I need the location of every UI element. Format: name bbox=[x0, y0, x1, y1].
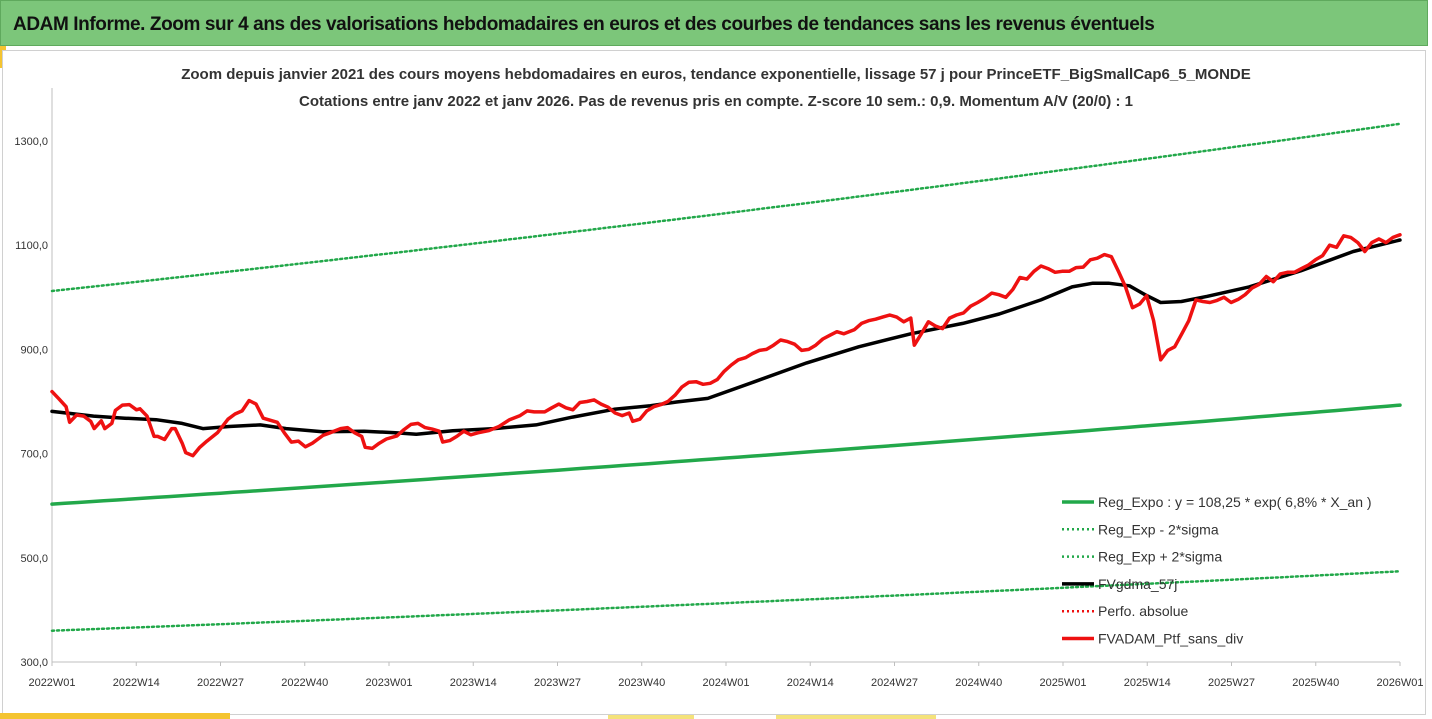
x-tick-label: 2022W01 bbox=[28, 677, 75, 689]
series-line-5 bbox=[50, 233, 1402, 458]
chart-title-line-2: Cotations entre janv 2022 et janv 2026. … bbox=[299, 93, 1133, 110]
x-tick-label: 2022W27 bbox=[197, 677, 244, 689]
x-tick-label: 2024W27 bbox=[871, 677, 918, 689]
accent-strip-bottom-2 bbox=[608, 715, 694, 719]
legend-label: Perfo. absolue bbox=[1098, 603, 1188, 619]
x-tick-label: 2025W01 bbox=[1039, 677, 1086, 689]
series-line-0 bbox=[50, 403, 1402, 506]
header-bar: ADAM Informe. Zoom sur 4 ans des valoris… bbox=[0, 0, 1428, 46]
x-tick-label: 2025W14 bbox=[1124, 677, 1171, 689]
y-tick-label: 1100,0 bbox=[15, 240, 48, 252]
x-tick-label: 2023W27 bbox=[534, 677, 581, 689]
page-title: ADAM Informe. Zoom sur 4 ans des valoris… bbox=[13, 14, 1155, 35]
series-line-3 bbox=[50, 238, 1402, 437]
x-tick-label: 2023W01 bbox=[365, 677, 412, 689]
legend-label: Reg_Expo : y = 108,25 * exp( 6,8% * X_an… bbox=[1098, 494, 1372, 510]
x-tick-label: 2023W40 bbox=[618, 677, 665, 689]
legend-label: FVgdma_57j bbox=[1098, 576, 1177, 592]
series-line-1 bbox=[50, 570, 1402, 632]
accent-strip-bottom-3 bbox=[776, 715, 936, 719]
legend-label: FVADAM_Ptf_sans_div bbox=[1098, 631, 1243, 647]
x-tick-label: 2024W14 bbox=[787, 677, 834, 689]
x-tick-label: 2024W01 bbox=[702, 677, 749, 689]
legend-label: Reg_Exp - 2*sigma bbox=[1098, 521, 1219, 537]
series-line-2 bbox=[50, 122, 1402, 293]
y-tick-label: 500,0 bbox=[20, 553, 48, 565]
x-tick-label: 2024W40 bbox=[955, 677, 1002, 689]
y-tick-label: 300,0 bbox=[20, 657, 48, 669]
chart-title-line-1: Zoom depuis janvier 2021 des cours moyen… bbox=[181, 66, 1251, 83]
x-tick-label: 2026W01 bbox=[1376, 677, 1423, 689]
x-tick-label: 2025W27 bbox=[1208, 677, 1255, 689]
x-tick-label: 2022W14 bbox=[113, 677, 160, 689]
legend-label: Reg_Exp + 2*sigma bbox=[1098, 549, 1222, 565]
x-tick-label: 2023W14 bbox=[450, 677, 497, 689]
y-tick-label: 900,0 bbox=[20, 344, 48, 356]
x-tick-label: 2022W40 bbox=[281, 677, 328, 689]
accent-strip-bottom bbox=[0, 713, 230, 719]
y-tick-label: 1300,0 bbox=[14, 136, 48, 148]
x-tick-label: 2025W40 bbox=[1292, 677, 1339, 689]
y-tick-label: 700,0 bbox=[20, 449, 48, 461]
